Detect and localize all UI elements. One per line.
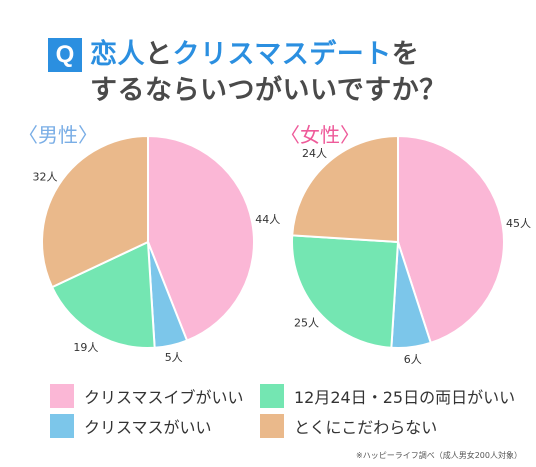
legend-item-eve: クリスマスイブがいい [50,384,244,408]
pie-slice [291,234,400,349]
legend-item-no-preference: とくにこだわらない [260,414,437,438]
pie-slice-label: 44人 [255,213,280,226]
pie-slice-label: 24人 [302,147,327,160]
pie-chart-male: 〈男性〉 44人 5人 19人 32人 [18,123,280,364]
legend-label: とくにこだわらない [294,418,438,437]
pie-slice-label: 5人 [165,351,183,364]
pie-slice-label: 32人 [33,171,58,184]
pie-slice-label: 6人 [404,353,422,366]
pie-title: 〈女性〉 [280,123,360,147]
pie-slice [41,134,149,289]
pie-slice [397,134,505,345]
footnote: ※ハッピーライフ調べ（成人男女200人対象） [356,451,522,460]
legend-label: 12月24日・25日の両日がいい [294,388,516,407]
title-highlight-lovers: 恋人 [90,39,145,70]
title-highlight-christmas-date: クリスマスデート [172,39,392,70]
pie-chart-female: 〈女性〉 45人 6人 25人 24人 [280,123,531,366]
title-particle-wo: を [391,39,420,70]
legend-label: クリスマスイブがいい [84,388,244,407]
pie-slice [147,134,256,342]
pie-slice-label: 25人 [294,317,319,330]
legend-item-christmas-day: クリスマスがいい [50,414,212,438]
legend-swatch [50,414,74,438]
legend-swatch [260,384,284,408]
pie-slice [291,134,399,244]
pie-title: 〈男性〉 [18,123,98,147]
title-particle-to: と [145,39,173,70]
title-line-2: するならいつがいいですか？ [90,75,447,106]
legend-item-both-days: 12月24日・25日の両日がいい [260,384,515,408]
pie-slice-label: 19人 [73,341,98,354]
legend-swatch [50,384,74,408]
legend-swatch [260,414,284,438]
legend-label: クリスマスがいい [84,418,212,437]
title-line-1: 恋人とクリスマスデートを [90,38,419,72]
pie-slice-label: 45人 [506,217,531,230]
pie-slice [50,240,156,349]
q-badge: Q [48,38,82,72]
